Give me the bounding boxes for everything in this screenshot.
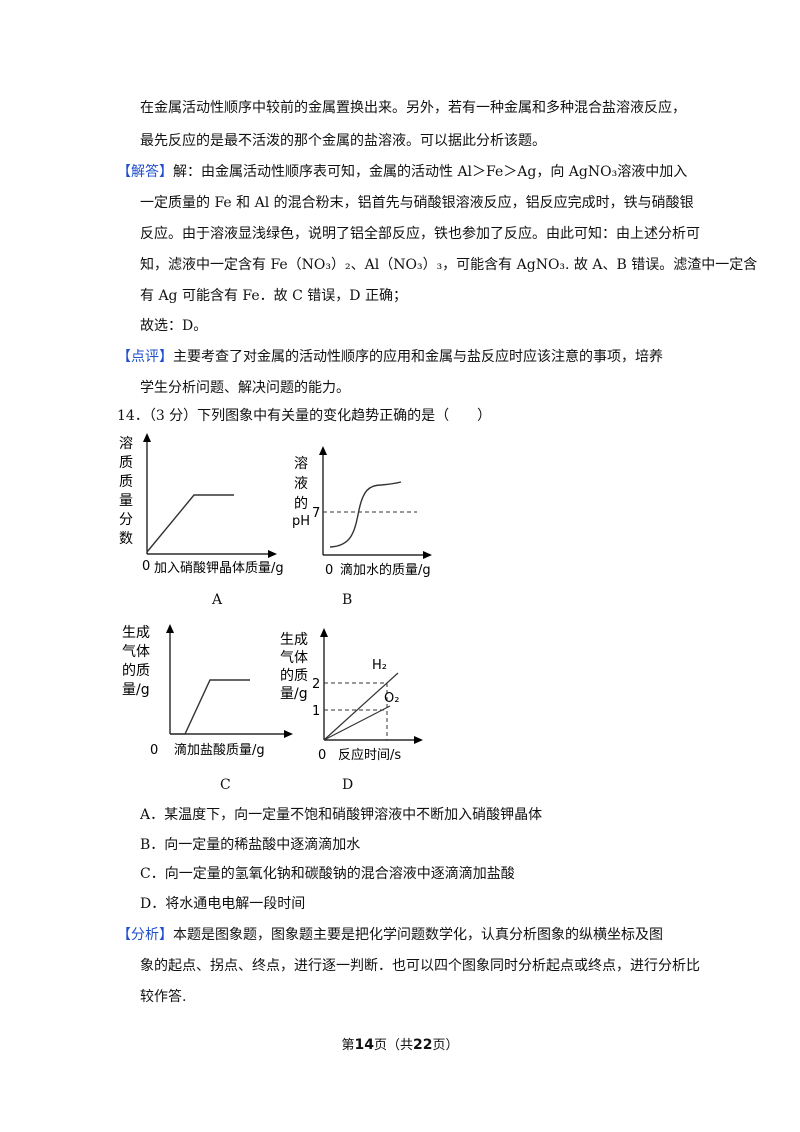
- graph-d-caption: D: [342, 777, 354, 793]
- graph-a-curve: [146, 494, 234, 553]
- comment-line-1: 【点评】主要考查了对金属的活动性顺序的应用和金属与盐反应时应该注意的事项，培养: [117, 347, 663, 367]
- graph-c-xlabel: 滴加盐酸质量/g: [174, 742, 265, 758]
- graph-d-o2-label: O₂: [384, 691, 399, 706]
- graph-a-ylabel-1: 质: [119, 455, 133, 471]
- answer-line-6: 故选：D。: [140, 318, 208, 334]
- graph-d-xlabel: 反应时间/s: [338, 747, 401, 763]
- graph-d: 生成 气体 的质 量/g 2 1 H₂ O₂ 0 反应时间/s: [280, 628, 423, 763]
- page-footer: 第14页（共22页）: [0, 1034, 800, 1053]
- graph-b-curve: [329, 481, 402, 548]
- graph-c-ylabel-2: 的质: [122, 663, 150, 679]
- graph-b-ylabel-1: 液: [294, 476, 308, 492]
- analysis-tag: 【分析】: [117, 927, 173, 943]
- graph-d-ylabel-2: 的质: [280, 668, 308, 684]
- analysis-text-1: 本题是图象题，图象题主要是把化学问题数学化，认真分析图象的纵横坐标及图: [173, 927, 663, 943]
- footer-prefix: 第: [341, 1038, 355, 1053]
- graph-c-curve: [170, 679, 250, 735]
- graph-b-xlabel: 滴加水的质量/g: [340, 562, 431, 578]
- analysis-line-3: 较作答.: [140, 989, 187, 1005]
- footer-total-pages: 22: [413, 1037, 433, 1053]
- graph-c-ylabel-3: 量/g: [122, 682, 150, 698]
- answer-line-4: 知，滤液中一定含有 Fe（NO₃）₂、Al（NO₃）₃，可能含有 AgNO₃. …: [140, 257, 758, 273]
- footer-mid: 页（共: [373, 1038, 413, 1053]
- question-stem: 14．（3 分）下列图象中有关量的变化趋势正确的是（ ）: [117, 408, 492, 424]
- graph-a-origin: 0: [142, 559, 150, 574]
- graph-c-ylabel-1: 气体: [122, 644, 150, 660]
- option-a: A．某温度下，向一定量不饱和硝酸钾溶液中不断加入硝酸钾晶体: [140, 807, 543, 823]
- answer-line-1: 【解答】解：由金属活动性顺序表可知，金属的活动性 Al＞Fe＞Ag，向 AgNO…: [117, 162, 687, 182]
- comment-tag: 【点评】: [117, 349, 173, 365]
- answer-line-2: 一定质量的 Fe 和 Al 的混合粉末，铝首先与硝酸银溶液反应，铝反应完成时，铁…: [140, 195, 694, 211]
- answer-text-1: 解：由金属活动性顺序表可知，金属的活动性 Al＞Fe＞Ag，向 AgNO₃溶液中…: [173, 164, 688, 180]
- analysis-line-1: 【分析】本题是图象题，图象题主要是把化学问题数学化，认真分析图象的纵横坐标及图: [117, 925, 663, 945]
- graph-b-tick-7: 7: [312, 506, 320, 521]
- prev-text-line-1: 在金属活动性顺序中较前的金属置换出来。另外，若有一种金属和多种混合盐溶液反应，: [140, 100, 686, 116]
- comment-line-2: 学生分析问题、解决问题的能力。: [140, 380, 350, 396]
- answer-tag: 【解答】: [117, 164, 173, 180]
- graph-d-tick-1: 1: [312, 704, 320, 719]
- graph-b-ylabel-0: 溶: [294, 456, 308, 472]
- graph-a-ylabel-0: 溶: [119, 436, 133, 452]
- comment-text-1: 主要考查了对金属的活动性顺序的应用和金属与盐反应时应该注意的事项，培养: [173, 349, 663, 365]
- graph-a: 溶 质 质 量 分 数 0 加入硝酸钾晶体质量/g: [119, 433, 284, 576]
- option-c: C．向一定量的氢氧化钠和碳酸钠的混合溶液中逐滴滴加盐酸: [140, 866, 515, 882]
- graph-a-caption: A: [212, 592, 223, 608]
- graph-d-origin: 0: [318, 748, 326, 763]
- graph-d-o2-line: [323, 705, 391, 741]
- graph-d-h2-label: H₂: [372, 658, 387, 673]
- graph-d-ylabel-3: 量/g: [280, 686, 308, 702]
- graph-d-h2-line: [323, 672, 399, 741]
- answer-line-5: 有 Ag 可能含有 Fe．故 C 错误，D 正确；: [140, 288, 407, 304]
- prev-text-line-2: 最先反应的是最不活泼的那个金属的盐溶液。可以据此分析该题。: [140, 133, 546, 149]
- graph-c-origin: 0: [150, 743, 158, 758]
- graph-a-ylabel-5: 数: [119, 531, 133, 547]
- graph-a-xlabel: 加入硝酸钾晶体质量/g: [154, 561, 284, 576]
- graph-d-ylabel-0: 生成: [280, 632, 308, 648]
- footer-page-number: 14: [354, 1037, 374, 1053]
- graph-b-caption: B: [342, 592, 353, 608]
- graph-a-ylabel-4: 分: [119, 512, 133, 528]
- graph-d-ylabel-1: 气体: [280, 650, 308, 666]
- graph-c-caption: C: [220, 777, 231, 793]
- graph-d-tick-2: 2: [312, 677, 320, 692]
- graph-a-ylabel-2: 质: [119, 474, 133, 490]
- graph-a-ylabel-3: 量: [119, 493, 133, 509]
- graph-b: 溶 液 的 pH 7 0 滴加水的质量/g: [292, 446, 432, 578]
- option-d: D．将水通电电解一段时间: [140, 896, 306, 912]
- footer-suffix: 页）: [432, 1038, 459, 1053]
- graph-c: 生成 气体 的质 量/g 0 滴加盐酸质量/g: [122, 624, 293, 758]
- graph-b-ylabel-ph: pH: [292, 514, 310, 529]
- answer-line-3: 反应。由于溶液显浅绿色，说明了铝全部反应，铁也参加了反应。由此可知：由上述分析可: [140, 226, 700, 242]
- graph-b-origin: 0: [325, 563, 333, 578]
- graph-c-ylabel-0: 生成: [122, 625, 150, 641]
- graph-b-ylabel-2: 的: [294, 496, 308, 512]
- analysis-line-2: 象的起点、拐点、终点，进行逐一判断．也可以四个图象同时分析起点或终点，进行分析比: [140, 958, 700, 974]
- option-b: B．向一定量的稀盐酸中逐滴滴加水: [140, 837, 361, 853]
